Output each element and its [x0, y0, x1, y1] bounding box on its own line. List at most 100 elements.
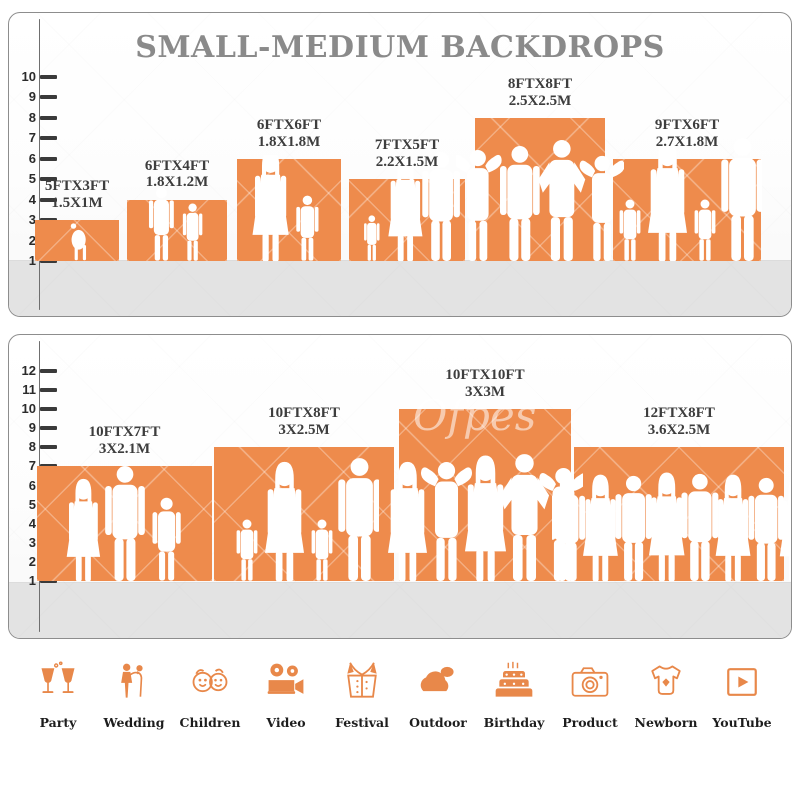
use-case-icon-strip: Party Wedding	[0, 655, 800, 765]
ruler-tick-label: 6	[28, 477, 36, 493]
ruler-tick-label: 10	[21, 69, 36, 84]
backdrop-bar	[399, 409, 571, 581]
use-case-item-youtube[interactable]: YouTube	[706, 655, 778, 730]
ruler-tick	[40, 156, 57, 161]
ruler-tick-label: 5	[28, 171, 36, 187]
page-title: SMALL-MEDIUM BACKDROPS	[135, 30, 665, 65]
backdrop-size-imperial: 8FTX8FT	[507, 75, 573, 92]
use-case-label: Birthday	[483, 715, 545, 730]
bar-hatch-pattern	[214, 447, 394, 581]
ruler-tick-label: 2	[28, 232, 36, 248]
backdrop-size-imperial: 12FTX8FT	[643, 405, 715, 422]
bar-hatch-pattern	[349, 179, 465, 261]
backdrop-size-metric: 3.6X2.5M	[647, 422, 711, 439]
backdrop-size-metric: 3X2.1M	[98, 441, 151, 458]
ruler-tick-label: 4	[28, 515, 36, 531]
use-case-label: Party	[39, 715, 77, 730]
backdrop-size-imperial: 6FTX6FT	[256, 116, 322, 133]
ruler-tick-label: 12	[21, 363, 36, 378]
ruler-tick	[40, 177, 57, 182]
play-button-icon	[720, 655, 764, 709]
use-case-item-children[interactable]: Children	[174, 655, 246, 730]
ruler-tick	[40, 259, 57, 263]
backdrop-size-metric: 3X2.5M	[278, 422, 330, 439]
bar-hatch-pattern	[613, 158, 761, 261]
use-case-label: Product	[562, 715, 618, 730]
backdrop-size-imperial: 6FTX4FT	[144, 157, 210, 174]
gift-box-icon	[340, 655, 384, 709]
use-case-item-product[interactable]: Product	[554, 655, 626, 730]
backdrop-size-label: 10FTX8FT 3X2.5M	[214, 405, 394, 439]
ruler-tick	[40, 369, 57, 373]
backdrop-size-imperial: 10FTX7FT	[88, 424, 161, 441]
ruler-tick-label: 3	[28, 534, 36, 550]
ruler-tick	[40, 407, 57, 412]
backdrop-bar	[35, 220, 119, 261]
cloud-icon	[416, 655, 460, 709]
chart-floor-bottom	[9, 582, 791, 638]
use-case-label: YouTube	[712, 715, 772, 730]
backdrop-size-imperial: 10FTX8FT	[268, 405, 340, 422]
backdrop-size-metric: 2.2X1.5M	[375, 153, 439, 170]
backdrop-size-imperial: 7FTX5FT	[374, 137, 440, 154]
movie-camera-icon	[264, 655, 308, 709]
backdrop-size-label: 5FTX3FT 1.5X1M	[9, 178, 167, 212]
backdrop-bar	[349, 179, 465, 261]
backdrop-bar	[214, 447, 394, 581]
baby-onesie-icon	[644, 655, 688, 709]
backdrop-size-imperial: 9FTX6FT	[654, 116, 720, 133]
champagne-glasses-icon	[36, 655, 80, 709]
ruler-tick-label: 1	[28, 253, 36, 268]
ruler-tick	[40, 445, 57, 450]
bar-hatch-pattern	[37, 466, 212, 581]
backdrop-bar	[37, 466, 212, 581]
backdrop-bar	[574, 447, 784, 581]
ruler-tick	[40, 197, 57, 202]
ruler-tick-label: 8	[28, 109, 36, 125]
ruler-spine-top	[39, 19, 41, 310]
ruler-tick-label: 4	[28, 191, 36, 207]
ruler-tick	[40, 579, 57, 583]
backdrop-size-metric: 1.8X1.2M	[145, 174, 209, 191]
ruler-tick-label: 3	[28, 212, 36, 228]
use-case-item-newborn[interactable]: Newborn	[630, 655, 702, 730]
camera-icon	[568, 655, 612, 709]
ruler-tick	[40, 75, 57, 79]
ruler-tick-label: 8	[28, 439, 36, 455]
backdrop-size-metric: 1.5X1M	[51, 194, 103, 211]
bar-hatch-pattern	[574, 447, 784, 581]
children-faces-icon	[188, 655, 232, 709]
backdrop-size-label: 6FTX6FT 1.8X1.8M	[199, 117, 379, 151]
backdrop-size-label: 8FTX8FT 2.5X2.5M	[450, 76, 630, 110]
backdrop-bar	[127, 199, 227, 261]
ruler-tick	[40, 426, 57, 431]
ruler-tick-label: 5	[28, 496, 36, 512]
use-case-item-party[interactable]: Party	[22, 655, 94, 730]
use-case-item-wedding[interactable]: Wedding	[98, 655, 170, 730]
backdrop-bar	[613, 158, 761, 261]
ruler-tick	[40, 115, 57, 120]
backdrop-size-label: 12FTX8FT 3.6X2.5M	[589, 405, 769, 439]
use-case-label: Festival	[335, 715, 389, 730]
ruler-tick-label: 1	[28, 573, 36, 588]
use-case-item-birthday[interactable]: Birthday	[478, 655, 550, 730]
use-case-item-festival[interactable]: Festival	[326, 655, 398, 730]
backdrop-size-imperial: 10FTX10FT	[445, 367, 525, 384]
use-case-item-outdoor[interactable]: Outdoor	[402, 655, 474, 730]
use-case-label: Children	[179, 715, 241, 730]
wedding-couple-icon	[112, 655, 156, 709]
backdrop-size-metric: 2.7X1.8M	[655, 133, 719, 150]
large-backdrops-chart: 12 11 10 9 8 7 6 5 4 3 2 1 10FTX7FT 3X2.1M 10FTX8FT 3X…	[8, 334, 792, 639]
backdrop-size-imperial: 5FTX3FT	[44, 178, 110, 195]
ruler-tick-label: 10	[21, 401, 36, 417]
ruler-tick-label: 7	[28, 458, 36, 474]
bar-hatch-pattern	[399, 409, 571, 581]
bar-hatch-pattern	[35, 220, 119, 261]
backdrop-size-label: 7FTX5FT 2.2X1.5M	[317, 137, 497, 171]
ruler-tick-label: 7	[28, 130, 36, 146]
backdrop-size-label: 6FTX4FT 1.8X1.2M	[87, 158, 267, 192]
use-case-label: Video	[266, 715, 306, 730]
use-case-label: Outdoor	[409, 715, 467, 730]
backdrop-size-label: 9FTX6FT 2.7X1.8M	[597, 117, 777, 151]
use-case-item-video[interactable]: Video	[250, 655, 322, 730]
